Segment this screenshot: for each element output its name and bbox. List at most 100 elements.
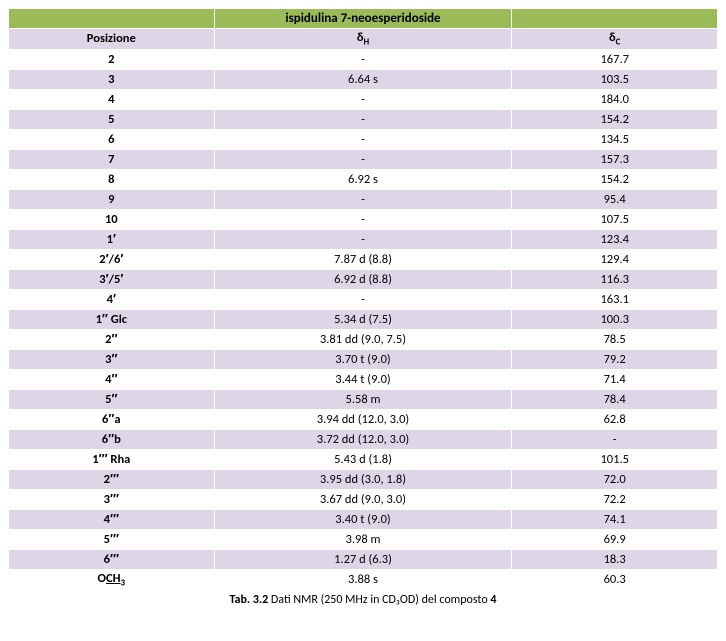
cell-delta-h: 5.43 d (1.8) bbox=[214, 449, 512, 469]
cell-delta-h: 3.44 t (9.0) bbox=[214, 369, 512, 389]
caption-text: Dati NMR (250 MHz in CD₃OD) del composto bbox=[271, 593, 490, 607]
cell-delta-h: 3.88 s bbox=[214, 569, 512, 590]
table-row: 2′′3.81 dd (9.0, 7.5)78.5 bbox=[9, 329, 718, 349]
cell-position: 5 bbox=[9, 109, 215, 129]
cell-position: 6′′b bbox=[9, 429, 215, 449]
cell-delta-c: 69.9 bbox=[512, 529, 718, 549]
cell-delta-c: 60.3 bbox=[512, 569, 718, 590]
cell-position: 6′′a bbox=[9, 409, 215, 429]
table-row: 2′′′3.95 dd (3.0, 1.8)72.0 bbox=[9, 469, 718, 489]
table-row: 36.64 s103.5 bbox=[9, 69, 718, 89]
cell-delta-h: 3.70 t (9.0) bbox=[214, 349, 512, 369]
caption-compound: 4 bbox=[490, 593, 496, 607]
cell-position: 1′′′ Rha bbox=[9, 449, 215, 469]
cell-position: 1′ bbox=[9, 229, 215, 249]
cell-delta-h: 6.92 d (8.8) bbox=[214, 269, 512, 289]
cell-position: 3 bbox=[9, 69, 215, 89]
cell-delta-h: - bbox=[214, 129, 512, 149]
table-row: 2-167.7 bbox=[9, 49, 718, 69]
cell-position: 5′′ bbox=[9, 389, 215, 409]
cell-delta-c: 78.5 bbox=[512, 329, 718, 349]
cell-position: 10 bbox=[9, 209, 215, 229]
table-row: 4′′′3.40 t (9.0)74.1 bbox=[9, 509, 718, 529]
table-title: ispidulina 7-neoesperidoside bbox=[214, 9, 512, 29]
cell-position: 4′′′ bbox=[9, 509, 215, 529]
cell-position: 4 bbox=[9, 89, 215, 109]
cell-delta-c: 62.8 bbox=[512, 409, 718, 429]
cell-delta-c: 100.3 bbox=[512, 309, 718, 329]
cell-delta-h: - bbox=[214, 109, 512, 129]
header-position: Posizione bbox=[9, 29, 215, 50]
cell-delta-c: 163.1 bbox=[512, 289, 718, 309]
table-row: 6-134.5 bbox=[9, 129, 718, 149]
table-row: 6′′a3.94 dd (12.0, 3.0)62.8 bbox=[9, 409, 718, 429]
cell-delta-h: 3.40 t (9.0) bbox=[214, 509, 512, 529]
cell-delta-h: 3.94 dd (12.0, 3.0) bbox=[214, 409, 512, 429]
table-row: 6′′′1.27 d (6.3)18.3 bbox=[9, 549, 718, 569]
cell-position: 4′′ bbox=[9, 369, 215, 389]
cell-delta-c: 101.5 bbox=[512, 449, 718, 469]
cell-delta-c: 79.2 bbox=[512, 349, 718, 369]
cell-position: 7 bbox=[9, 149, 215, 169]
cell-position: 3′′′ bbox=[9, 489, 215, 509]
cell-delta-h: - bbox=[214, 289, 512, 309]
cell-delta-h: - bbox=[214, 209, 512, 229]
cell-delta-h: - bbox=[214, 89, 512, 109]
header-delta-c: δC bbox=[512, 29, 718, 50]
cell-delta-h: - bbox=[214, 229, 512, 249]
table-row: 5′′′3.98 m69.9 bbox=[9, 529, 718, 549]
table-row: 3′/5′6.92 d (8.8)116.3 bbox=[9, 269, 718, 289]
table-row: 10-107.5 bbox=[9, 209, 718, 229]
cell-delta-c: - bbox=[512, 429, 718, 449]
table-row: 3′′3.70 t (9.0)79.2 bbox=[9, 349, 718, 369]
cell-delta-c: 134.5 bbox=[512, 129, 718, 149]
cell-delta-c: 74.1 bbox=[512, 509, 718, 529]
table-title-row: ispidulina 7-neoesperidoside bbox=[9, 9, 718, 29]
cell-delta-c: 123.4 bbox=[512, 229, 718, 249]
cell-delta-c: 129.4 bbox=[512, 249, 718, 269]
table-row: 4′′3.44 t (9.0)71.4 bbox=[9, 369, 718, 389]
cell-position: 2′′ bbox=[9, 329, 215, 349]
table-row: 86.92 s154.2 bbox=[9, 169, 718, 189]
cell-position: 6′′′ bbox=[9, 549, 215, 569]
cell-delta-h: 6.64 s bbox=[214, 69, 512, 89]
cell-position: OCH3 bbox=[9, 569, 215, 590]
cell-position: 6 bbox=[9, 129, 215, 149]
table-row: 1′′′ Rha5.43 d (1.8)101.5 bbox=[9, 449, 718, 469]
table-row: OCH33.88 s60.3 bbox=[9, 569, 718, 590]
cell-delta-h: 6.92 s bbox=[214, 169, 512, 189]
cell-delta-h: - bbox=[214, 149, 512, 169]
cell-delta-c: 78.4 bbox=[512, 389, 718, 409]
table-row: 5′′5.58 m78.4 bbox=[9, 389, 718, 409]
title-empty-right bbox=[512, 9, 718, 29]
cell-delta-h: 5.58 m bbox=[214, 389, 512, 409]
cell-delta-h: 3.72 dd (12.0, 3.0) bbox=[214, 429, 512, 449]
header-delta-h: δH bbox=[214, 29, 512, 50]
cell-delta-h: 3.98 m bbox=[214, 529, 512, 549]
cell-delta-c: 116.3 bbox=[512, 269, 718, 289]
table-caption: Tab. 3.2 Dati NMR (250 MHz in CD₃OD) del… bbox=[8, 593, 718, 607]
table-row: 4′-163.1 bbox=[9, 289, 718, 309]
title-empty-left bbox=[9, 9, 215, 29]
cell-delta-h: 5.34 d (7.5) bbox=[214, 309, 512, 329]
cell-delta-c: 72.2 bbox=[512, 489, 718, 509]
cell-position: 3′′ bbox=[9, 349, 215, 369]
cell-position: 4′ bbox=[9, 289, 215, 309]
caption-label: Tab. 3.2 bbox=[230, 593, 271, 607]
cell-delta-h: - bbox=[214, 49, 512, 69]
cell-delta-h: 3.95 dd (3.0, 1.8) bbox=[214, 469, 512, 489]
table-header-row: Posizione δH δC bbox=[9, 29, 718, 50]
cell-position: 2′′′ bbox=[9, 469, 215, 489]
table-row: 2′/6′7.87 d (8.8)129.4 bbox=[9, 249, 718, 269]
cell-delta-c: 107.5 bbox=[512, 209, 718, 229]
table-row: 5-154.2 bbox=[9, 109, 718, 129]
cell-delta-h: 1.27 d (6.3) bbox=[214, 549, 512, 569]
cell-delta-c: 184.0 bbox=[512, 89, 718, 109]
table-row: 9-95.4 bbox=[9, 189, 718, 209]
cell-delta-c: 167.7 bbox=[512, 49, 718, 69]
table-row: 1′′ Glc5.34 d (7.5)100.3 bbox=[9, 309, 718, 329]
cell-delta-c: 72.0 bbox=[512, 469, 718, 489]
cell-position: 5′′′ bbox=[9, 529, 215, 549]
table-row: 7-157.3 bbox=[9, 149, 718, 169]
cell-delta-c: 154.2 bbox=[512, 169, 718, 189]
